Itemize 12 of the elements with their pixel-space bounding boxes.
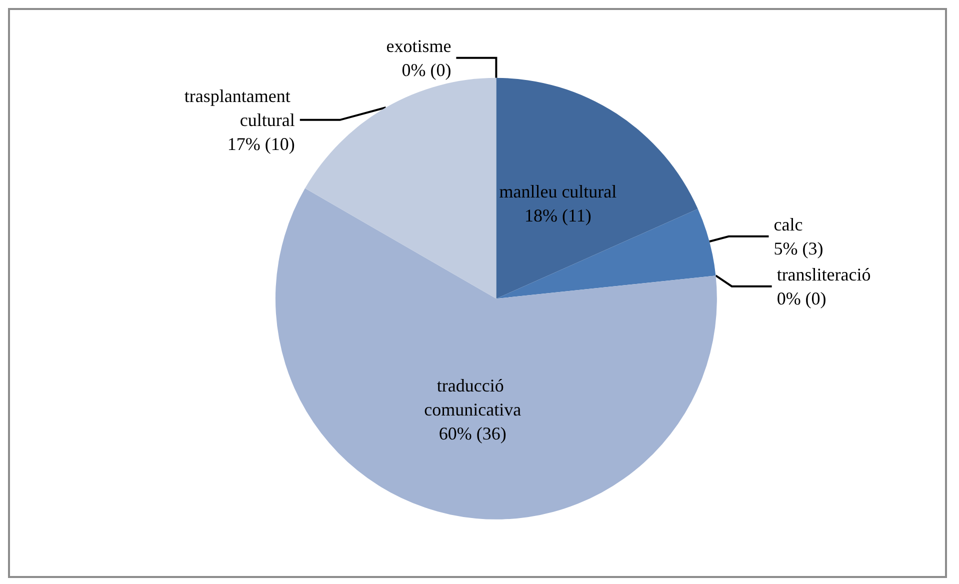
data-label: 17% (10) — [227, 134, 295, 154]
data-label: 5% (3) — [774, 238, 824, 258]
legend-label: transliteració — [776, 264, 871, 284]
slice-label: trasplantament cultural — [184, 86, 295, 130]
category-label: exotisme — [386, 36, 452, 56]
data-label: 18% (11) — [524, 206, 592, 226]
slice-label: calc — [774, 214, 803, 234]
data-label: 60% (36) — [438, 424, 506, 444]
slice-label: manlleu cultural — [499, 182, 617, 202]
slice-label: traducció comunicativa — [424, 376, 522, 420]
text: 0% (0) — [402, 60, 452, 80]
text: 0% (0) — [776, 288, 826, 308]
